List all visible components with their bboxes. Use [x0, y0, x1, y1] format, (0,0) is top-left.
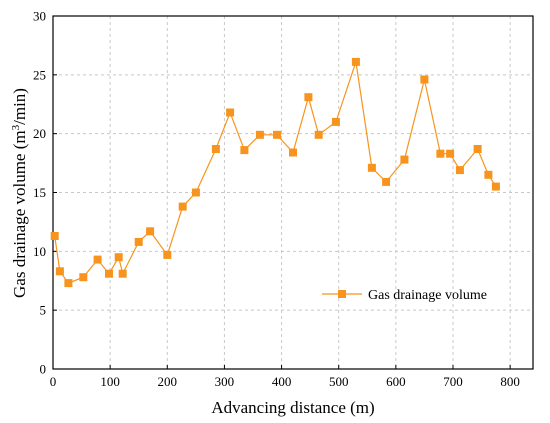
data-point — [93, 255, 102, 264]
legend: Gas drainage volume — [322, 288, 487, 303]
data-point — [473, 145, 482, 153]
x-tick-label: 800 — [500, 374, 520, 389]
x-tick-label: 100 — [100, 374, 120, 389]
x-tick-label: 400 — [272, 374, 292, 389]
x-tick-label: 500 — [329, 374, 349, 389]
data-point — [351, 57, 360, 66]
axis-ticks: 0 100 200 300 400 500 600 700 800 0 5 10 15 20 25 30 — [33, 9, 520, 390]
data-point — [367, 163, 376, 172]
data-series — [50, 57, 500, 288]
data-point — [436, 149, 445, 158]
x-tick-label: 0 — [50, 374, 57, 389]
y-tick-label: 25 — [33, 67, 46, 82]
data-point — [118, 269, 127, 278]
data-point — [491, 182, 500, 191]
data-point — [420, 75, 429, 84]
y-axis-title: Gas drainage volume (m3/min) — [10, 88, 29, 298]
data-point — [105, 269, 113, 278]
data-point — [289, 148, 297, 157]
data-point — [226, 108, 235, 117]
data-point — [240, 146, 249, 155]
data-point — [382, 177, 391, 186]
y-tick-label: 30 — [33, 9, 46, 24]
data-point — [273, 130, 281, 139]
legend-label: Gas drainage volume — [368, 288, 487, 303]
y-tick-label: 20 — [33, 126, 46, 141]
data-point — [134, 237, 143, 246]
data-point — [79, 273, 88, 282]
data-point — [400, 155, 409, 164]
data-point — [211, 145, 220, 153]
y-tick-label: 5 — [40, 303, 47, 318]
data-point — [55, 267, 64, 276]
data-point — [304, 93, 313, 102]
data-point — [255, 130, 264, 139]
series-line — [54, 61, 497, 284]
data-point — [314, 130, 323, 139]
legend-marker — [338, 290, 346, 298]
data-point — [191, 188, 200, 197]
x-tick-label: 600 — [386, 374, 406, 389]
data-point — [484, 170, 493, 179]
data-point — [114, 253, 123, 262]
grid — [53, 16, 533, 369]
data-point — [455, 166, 464, 175]
data-point — [178, 202, 187, 211]
data-point — [163, 250, 172, 259]
x-tick-label: 200 — [158, 374, 178, 389]
x-axis-title: Advancing distance (m) — [211, 398, 374, 417]
y-tick-label: 15 — [33, 185, 46, 200]
data-point — [146, 227, 155, 236]
data-point — [50, 232, 59, 240]
y-tick-label: 10 — [33, 244, 46, 259]
data-point — [331, 117, 340, 126]
y-tick-label: 0 — [40, 362, 47, 377]
data-point — [64, 279, 73, 288]
x-tick-label: 300 — [215, 374, 235, 389]
x-tick-label: 700 — [443, 374, 463, 389]
data-point — [446, 149, 455, 158]
